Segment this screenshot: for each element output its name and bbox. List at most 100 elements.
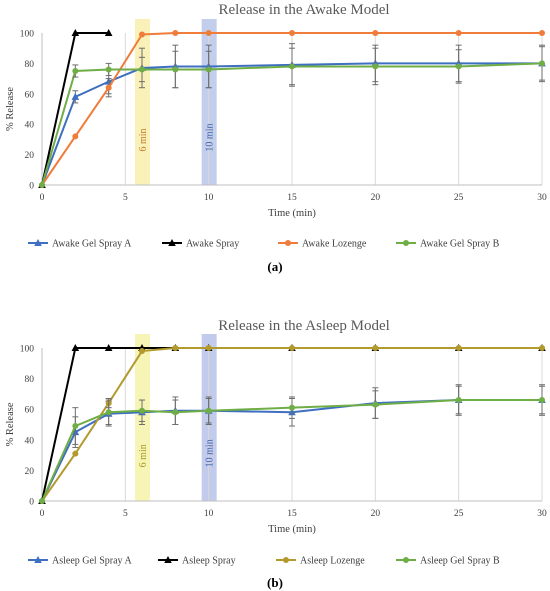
y-tick-label: 40 bbox=[25, 121, 35, 131]
data-point bbox=[105, 66, 112, 73]
x-tick-label: 15 bbox=[287, 509, 297, 519]
x-tick-label: 10 bbox=[204, 509, 214, 519]
chart-panel-a: 6 min 10 min 0 20 40 60 80 100 0 5 10 15 20 25 30 Relea… bbox=[5, 2, 547, 274]
data-point bbox=[39, 182, 45, 188]
highlight-label: 10 min bbox=[205, 123, 216, 151]
x-tick-label: 25 bbox=[454, 509, 464, 519]
legend-label: Asleep Gel Spray A bbox=[52, 556, 132, 567]
data-point bbox=[455, 397, 462, 404]
y-axis-label: % Release bbox=[5, 87, 16, 131]
data-point bbox=[172, 66, 179, 73]
data-point bbox=[172, 409, 179, 416]
x-tick-label: 30 bbox=[537, 509, 547, 519]
data-point bbox=[105, 409, 112, 416]
data-point bbox=[539, 345, 545, 351]
data-point bbox=[372, 345, 379, 351]
data-point bbox=[71, 344, 80, 351]
series-line bbox=[41, 32, 542, 186]
x-axis-label: Time (min) bbox=[268, 208, 316, 219]
data-point bbox=[205, 407, 212, 414]
data-point bbox=[172, 30, 179, 36]
panel-label: (a) bbox=[267, 259, 282, 274]
y-tick-label: 0 bbox=[29, 182, 34, 192]
x-axis-label: Time (min) bbox=[268, 524, 316, 535]
x-tick-label: 5 bbox=[123, 193, 128, 203]
chart-title: Release in the Asleep Model bbox=[218, 318, 390, 334]
legend-label: Awake Gel Spray A bbox=[52, 239, 132, 250]
legend-label: Asleep Gel Spray B bbox=[420, 556, 500, 567]
series-asleep-lozenge bbox=[39, 345, 545, 504]
data-point bbox=[72, 450, 79, 457]
x-tick-label: 5 bbox=[123, 509, 128, 519]
data-point bbox=[71, 92, 80, 100]
data-point bbox=[372, 30, 379, 36]
data-point bbox=[72, 423, 79, 430]
legend-label: Awake Gel Spray B bbox=[420, 239, 500, 250]
data-point bbox=[289, 404, 295, 411]
data-point bbox=[289, 345, 295, 351]
legend-label: Asleep Spray bbox=[182, 556, 236, 567]
data-point bbox=[372, 63, 379, 70]
data-point bbox=[455, 345, 462, 351]
x-tick-label: 0 bbox=[40, 509, 45, 519]
data-point bbox=[205, 66, 212, 73]
data-point bbox=[205, 30, 212, 36]
legend-marker bbox=[403, 240, 409, 246]
data-point bbox=[289, 63, 295, 70]
data-point bbox=[139, 66, 145, 73]
x-tick-label: 15 bbox=[287, 193, 297, 203]
legend-marker bbox=[403, 557, 409, 563]
legend-marker bbox=[34, 556, 42, 563]
y-tick-label: 100 bbox=[20, 345, 35, 355]
data-point bbox=[205, 345, 212, 351]
data-point bbox=[289, 30, 295, 36]
data-point bbox=[72, 133, 79, 140]
highlight-band-6min bbox=[135, 19, 150, 185]
legend-marker bbox=[285, 240, 291, 246]
data-point bbox=[455, 63, 462, 70]
series-asleep-gel-spray-b bbox=[39, 385, 545, 504]
x-tick-label: 30 bbox=[537, 193, 547, 203]
y-tick-label: 20 bbox=[25, 467, 35, 477]
y-tick-label: 60 bbox=[25, 406, 35, 416]
panel-label: (b) bbox=[267, 575, 283, 590]
y-tick-label: 40 bbox=[25, 436, 35, 446]
legend-marker bbox=[164, 556, 172, 563]
x-tick-label: 25 bbox=[454, 193, 464, 203]
data-point bbox=[104, 344, 113, 351]
data-point bbox=[139, 348, 145, 355]
data-point bbox=[539, 30, 545, 36]
legend-marker bbox=[283, 557, 289, 563]
highlight-label: 6 min bbox=[138, 444, 149, 467]
highlight-label: 6 min bbox=[138, 128, 149, 151]
y-tick-label: 60 bbox=[25, 90, 35, 100]
y-tick-label: 100 bbox=[20, 30, 35, 40]
y-tick-label: 0 bbox=[29, 498, 34, 508]
data-point bbox=[539, 397, 545, 404]
data-point bbox=[39, 498, 45, 504]
legend: Asleep Gel Spray A Asleep Spray Asleep Loz… bbox=[28, 556, 500, 567]
data-point bbox=[139, 407, 145, 414]
x-tick-label: 10 bbox=[204, 193, 214, 203]
series-line bbox=[41, 399, 542, 502]
data-point bbox=[372, 401, 379, 408]
series-awake-lozenge bbox=[39, 30, 545, 188]
series-line bbox=[41, 62, 543, 186]
chart-title: Release in the Awake Model bbox=[218, 2, 389, 18]
x-tick-label: 20 bbox=[371, 193, 381, 203]
legend-label: Awake Spray bbox=[186, 239, 239, 250]
y-axis-label: % Release bbox=[5, 402, 16, 446]
series-awake-gel-spray-b bbox=[39, 46, 545, 188]
legend-label: Awake Lozenge bbox=[302, 239, 367, 250]
legend-marker bbox=[34, 239, 42, 246]
highlight-label: 10 min bbox=[205, 439, 216, 467]
data-point bbox=[71, 29, 80, 36]
x-tick-label: 0 bbox=[40, 193, 45, 203]
y-tick-label: 80 bbox=[25, 375, 35, 385]
series-line bbox=[41, 62, 542, 186]
data-point bbox=[105, 84, 112, 91]
data-point bbox=[72, 68, 79, 74]
data-point bbox=[139, 31, 145, 38]
data-point bbox=[539, 60, 545, 67]
